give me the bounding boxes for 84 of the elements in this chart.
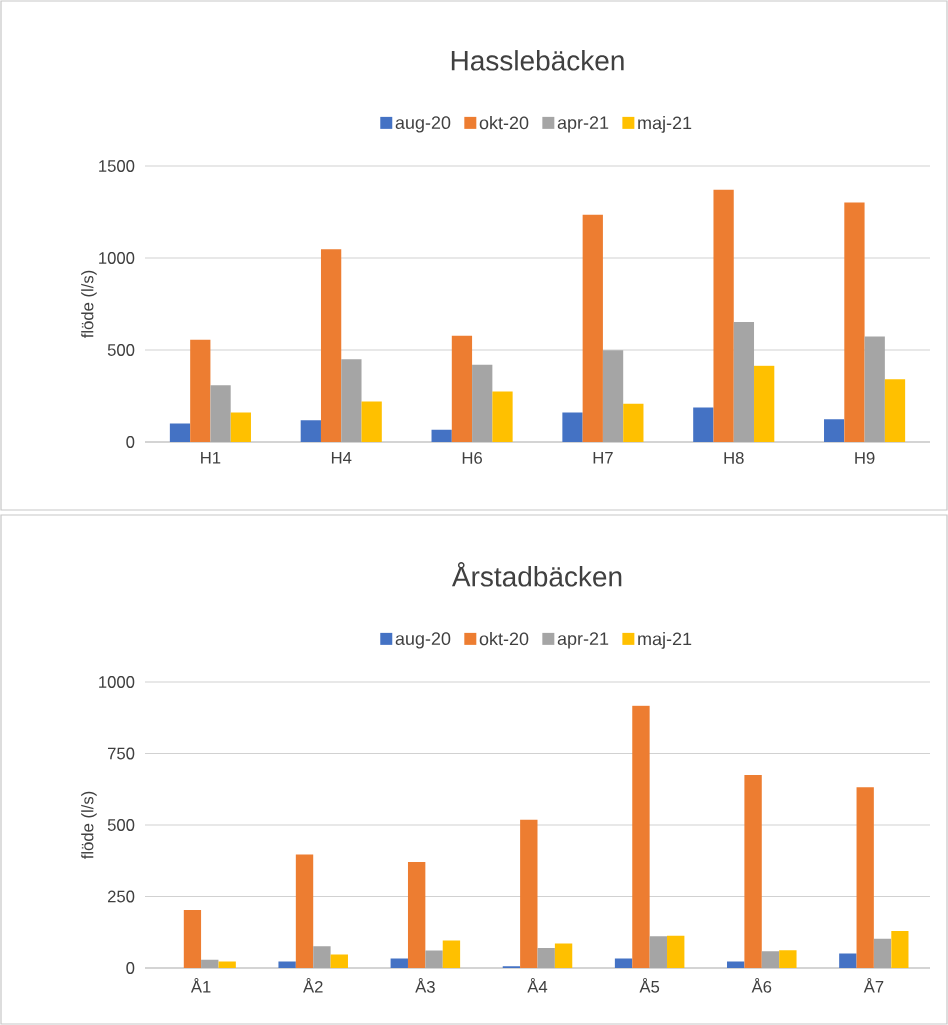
bar [614, 958, 633, 968]
bar [856, 787, 874, 968]
bar [844, 202, 865, 442]
bar [537, 947, 555, 968]
y-tick-label: 1000 [99, 252, 135, 264]
x-tick-label: H1 [201, 452, 221, 464]
bar [201, 959, 219, 968]
x-tick-label: H6 [462, 452, 482, 464]
bar [839, 953, 857, 968]
legend-label: aug-20 [395, 116, 451, 133]
bar [632, 705, 650, 968]
bar [361, 401, 382, 442]
bar [210, 385, 231, 442]
bar [451, 335, 473, 442]
x-tick-label: Å7 [863, 978, 884, 993]
chart-title: Hasslebäcken [451, 50, 624, 71]
bar [733, 322, 755, 442]
bar [300, 420, 321, 442]
x-tick-label: Å1 [190, 978, 211, 993]
bar [520, 819, 538, 968]
legend-label: apr-21 [557, 116, 609, 133]
legend-label: apr-21 [557, 632, 609, 649]
x-tick-label: Å2 [303, 978, 323, 993]
bar [218, 961, 236, 968]
y-axis-title: flöde (l/s) [81, 270, 97, 339]
bar [390, 958, 408, 968]
bar [779, 950, 797, 968]
bar [754, 365, 775, 442]
y-tick-label: 750 [108, 747, 135, 760]
y-tick-label: 1500 [99, 160, 135, 172]
bar [492, 391, 513, 442]
legend-label: okt-20 [479, 116, 529, 130]
bar [330, 954, 348, 968]
bar [884, 379, 906, 442]
bar [562, 412, 583, 442]
bar [341, 359, 362, 442]
bar [183, 909, 202, 968]
y-tick-label: 250 [107, 890, 135, 903]
legend-label: aug-20 [395, 632, 451, 649]
x-tick-label: H8 [724, 452, 744, 464]
bar [891, 931, 909, 968]
bar [295, 854, 314, 968]
y-tick-label: 1000 [99, 676, 135, 688]
bar [431, 429, 452, 442]
bar [713, 189, 734, 442]
bar [425, 950, 443, 968]
bar [442, 940, 461, 968]
bar [313, 946, 331, 968]
legend-label: maj-21 [638, 116, 692, 133]
bar [727, 961, 745, 968]
bar [873, 938, 892, 968]
chart-title: Årstadbäcken [451, 561, 622, 587]
bar [190, 339, 211, 442]
bar [602, 350, 624, 442]
bar [320, 249, 342, 442]
x-tick-label: Å6 [751, 978, 772, 993]
legend-label: maj-21 [638, 632, 692, 649]
x-tick-label: Å3 [415, 978, 435, 993]
x-tick-label: H4 [331, 452, 352, 464]
bar [554, 943, 573, 968]
y-axis-title: flöde (l/s) [81, 791, 97, 860]
bar [824, 419, 845, 442]
bar [693, 407, 714, 442]
bar [864, 336, 885, 442]
bar [649, 936, 668, 968]
bar [278, 961, 296, 968]
y-tick-label: 500 [107, 819, 135, 831]
bar [582, 214, 603, 442]
bar [169, 423, 191, 442]
y-tick-label: 0 [126, 962, 135, 974]
bar [744, 774, 762, 968]
bar [407, 861, 426, 968]
x-tick-label: H7 [593, 452, 613, 464]
bar [761, 951, 780, 968]
x-tick-label: Å4 [527, 978, 548, 993]
bar [472, 364, 493, 442]
bar [667, 935, 685, 968]
bar [230, 412, 251, 442]
y-tick-label: 500 [107, 344, 135, 356]
x-tick-label: H9 [855, 452, 875, 464]
x-tick-label: Å5 [639, 978, 660, 993]
legend-label: okt-20 [479, 632, 529, 646]
bar [623, 403, 644, 442]
y-tick-label: 0 [126, 436, 135, 448]
